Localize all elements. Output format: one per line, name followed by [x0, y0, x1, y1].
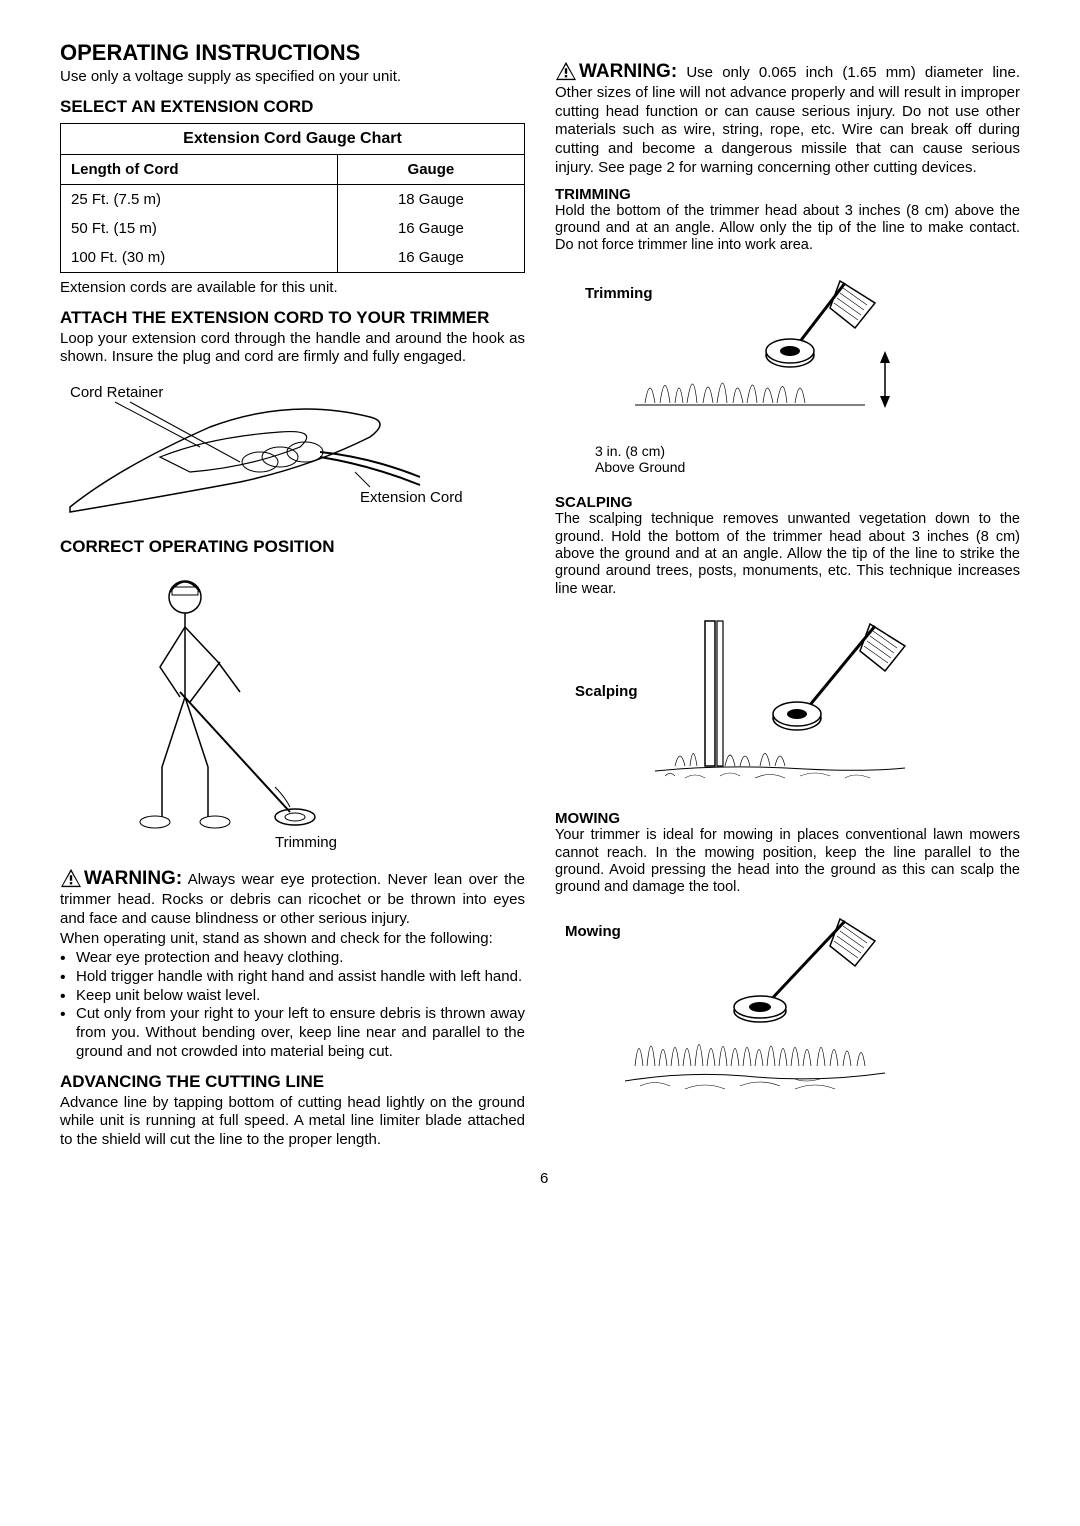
- mowing-text: Your trimmer is ideal for mowing in plac…: [555, 827, 1020, 897]
- trimming-diagram-label: Trimming: [585, 285, 653, 302]
- table-cell: 50 Ft. (15 m): [61, 214, 338, 243]
- scalping-diagram-label: Scalping: [575, 683, 638, 700]
- cord-retainer-label: Cord Retainer: [70, 384, 163, 401]
- page-container: OPERATING INSTRUCTIONS Use only a voltag…: [60, 40, 1020, 1150]
- list-item: Keep unit below waist level.: [60, 987, 525, 1006]
- table-cell: 25 Ft. (7.5 m): [61, 184, 338, 214]
- advancing-heading: ADVANCING THE CUTTING LINE: [60, 1072, 525, 1092]
- left-column: OPERATING INSTRUCTIONS Use only a voltag…: [60, 40, 525, 1150]
- scalping-text: The scalping technique removes unwanted …: [555, 511, 1020, 598]
- trimming-caption-2: Above Ground: [595, 459, 1020, 476]
- right-column: WARNING: Use only 0.065 inch (1.65 mm) d…: [555, 40, 1020, 1150]
- table-cell: 100 Ft. (30 m): [61, 243, 338, 273]
- operating-note: When operating unit, stand as shown and …: [60, 930, 525, 949]
- attach-text: Loop your extension cord through the han…: [60, 330, 525, 368]
- trimming-label: Trimming: [275, 834, 337, 851]
- mowing-svg: Mowing: [565, 911, 945, 1101]
- cord-retainer-diagram: Cord Retainer Extension Cord: [60, 377, 525, 527]
- warning-1: WARNING: Always wear eye protection. Nev…: [60, 867, 525, 928]
- main-heading: OPERATING INSTRUCTIONS: [60, 40, 525, 66]
- page-number: 6: [60, 1170, 1020, 1187]
- trimming-svg: Trimming: [575, 273, 955, 443]
- cord-retainer-svg: Cord Retainer Extension Cord: [60, 377, 480, 527]
- operating-position-diagram: Trimming: [60, 567, 525, 857]
- scalping-diagram: Scalping: [555, 616, 1020, 796]
- warning-icon: [555, 61, 577, 81]
- extension-cord-label: Extension Cord: [360, 489, 463, 506]
- table-cell: 16 Gauge: [337, 214, 524, 243]
- mowing-heading: MOWING: [555, 810, 1020, 827]
- trimming-text: Hold the bottom of the trimmer head abou…: [555, 203, 1020, 255]
- attach-heading: ATTACH THE EXTENSION CORD TO YOUR TRIMME…: [60, 308, 525, 328]
- table-header-length: Length of Cord: [61, 154, 338, 184]
- table-title: Extension Cord Gauge Chart: [61, 123, 525, 154]
- scalping-heading: SCALPING: [555, 494, 1020, 511]
- operating-position-svg: Trimming: [90, 567, 390, 857]
- warning-2-label: WARNING:: [579, 61, 677, 82]
- extension-available: Extension cords are available for this u…: [60, 279, 525, 298]
- table-header-gauge: Gauge: [337, 154, 524, 184]
- cord-gauge-table: Extension Cord Gauge Chart Length of Cor…: [60, 123, 525, 273]
- warning-2: WARNING: Use only 0.065 inch (1.65 mm) d…: [555, 60, 1020, 178]
- trimming-caption-1: 3 in. (8 cm): [595, 443, 1020, 460]
- voltage-note: Use only a voltage supply as specified o…: [60, 68, 525, 87]
- list-item: Wear eye protection and heavy clothing.: [60, 949, 525, 968]
- advancing-text: Advance line by tapping bottom of cuttin…: [60, 1094, 525, 1150]
- list-item: Cut only from your right to your left to…: [60, 1005, 525, 1061]
- table-cell: 16 Gauge: [337, 243, 524, 273]
- table-cell: 18 Gauge: [337, 184, 524, 214]
- trimming-heading: TRIMMING: [555, 186, 1020, 203]
- select-cord-heading: SELECT AN EXTENSION CORD: [60, 97, 525, 117]
- correct-pos-heading: CORRECT OPERATING POSITION: [60, 537, 525, 557]
- list-item: Hold trigger handle with right hand and …: [60, 968, 525, 987]
- table-row: 25 Ft. (7.5 m) 18 Gauge: [61, 184, 525, 214]
- table-row: 50 Ft. (15 m) 16 Gauge: [61, 214, 525, 243]
- warning-1-label: WARNING:: [84, 868, 182, 889]
- mowing-diagram-label: Mowing: [565, 923, 621, 940]
- table-row: 100 Ft. (30 m) 16 Gauge: [61, 243, 525, 273]
- operating-bullets: Wear eye protection and heavy clothing. …: [60, 949, 525, 1062]
- scalping-svg: Scalping: [575, 616, 955, 796]
- mowing-diagram: Mowing: [555, 911, 1020, 1101]
- warning-icon: [60, 868, 82, 888]
- trimming-diagram: Trimming: [555, 273, 1020, 477]
